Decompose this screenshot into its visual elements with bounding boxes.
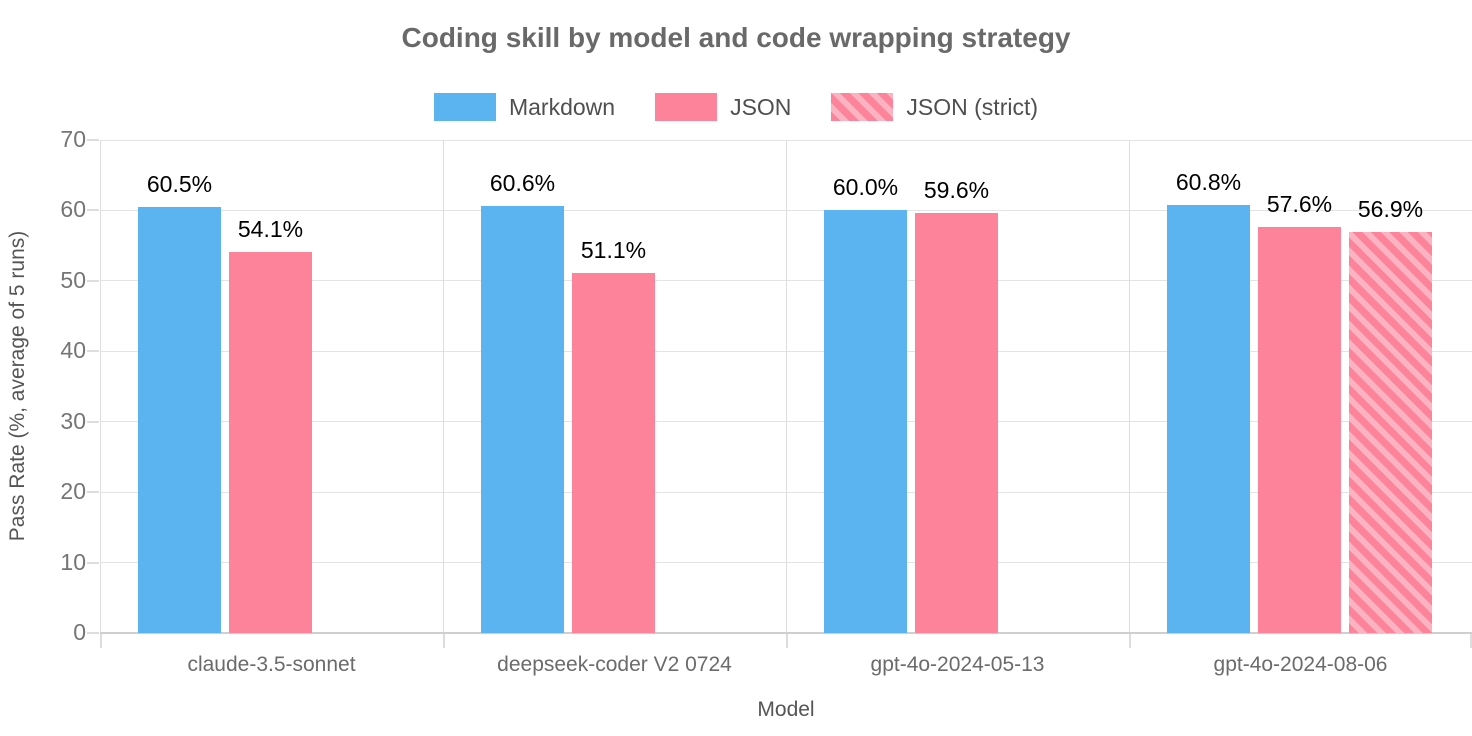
bar-json-claude-3.5-sonnet <box>229 251 312 633</box>
y-tick-mark-60 <box>87 209 99 212</box>
bar-value-json-claude-3.5-sonnet: 54.1% <box>237 215 304 242</box>
bar-markdown-claude-3.5-sonnet <box>138 206 221 633</box>
chart-title: Coding skill by model and code wrapping … <box>401 22 1071 53</box>
bar-value-json-deepseek-coder-v2-0724: 51.1% <box>580 237 647 264</box>
bar-value-markdown-gpt-4o-2024-08-06: 60.8% <box>1175 168 1242 195</box>
bar-value-markdown-gpt-4o-2024-05-13: 60.0% <box>832 174 899 201</box>
bar-markdown-gpt-4o-2024-05-13 <box>824 210 907 633</box>
y-tick-label-50: 50 <box>60 266 86 293</box>
bar-value-json-gpt-4o-2024-08-06: 57.6% <box>1266 191 1333 218</box>
y-tick-label-40: 40 <box>60 337 86 364</box>
y-tick-mark-10 <box>87 561 99 564</box>
bar-json-strict--gpt-4o-2024-08-06 <box>1349 232 1432 633</box>
y-tick-label-20: 20 <box>60 478 86 505</box>
legend-label-json: JSON <box>730 93 792 120</box>
group-separator-1 <box>442 140 444 633</box>
x-tick-mark-3 <box>1129 634 1131 648</box>
y-tick-mark-20 <box>87 491 99 494</box>
x-category-label-gpt-4o-2024-08-06: gpt-4o-2024-08-06 <box>1213 653 1388 676</box>
y-tick-mark-30 <box>87 420 99 423</box>
group-separator-2 <box>785 140 787 633</box>
bar-value-json-strict--gpt-4o-2024-08-06: 56.9% <box>1357 196 1424 223</box>
legend-swatch-json-strict <box>831 93 894 121</box>
plot-area: 60.5% 60.6% 60.0% 60.8% 54.1% 51.1% 59.6% 57.6%… <box>100 139 1472 634</box>
legend-item-json: JSON <box>655 93 791 121</box>
bar-value-markdown-deepseek-coder-v2-0724: 60.6% <box>489 170 556 197</box>
bar-markdown-deepseek-coder-v2-0724 <box>481 206 564 633</box>
y-tick-label-30: 30 <box>60 407 86 434</box>
bar-json-deepseek-coder-v2-0724 <box>572 273 655 633</box>
x-category-label-deepseek-coder-v2-0724: deepseek-coder V2 0724 <box>497 653 732 676</box>
y-axis-line <box>100 140 101 633</box>
y-tick-mark-0 <box>87 632 99 634</box>
y-tick-label-0: 0 <box>73 619 86 645</box>
legend-item-markdown: Markdown <box>433 93 616 121</box>
y-tick-mark-50 <box>87 279 99 282</box>
x-axis-line <box>100 632 1472 634</box>
y-tick-label-60: 60 <box>60 196 86 223</box>
y-tick-mark-40 <box>87 350 99 353</box>
x-tick-mark-1 <box>443 634 445 648</box>
bar-json-gpt-4o-2024-05-13 <box>915 213 998 633</box>
bar-value-markdown-claude-3.5-sonnet: 60.5% <box>146 170 213 197</box>
x-tick-mark-4 <box>1470 634 1472 648</box>
y-tick-label-70: 70 <box>60 126 86 152</box>
x-axis-title: Model <box>757 698 815 721</box>
y-tick-label-10: 10 <box>60 548 86 575</box>
legend-label-json-strict: JSON (strict) <box>906 93 1039 120</box>
x-category-label-gpt-4o-2024-05-13: gpt-4o-2024-05-13 <box>870 653 1045 676</box>
bar-json-gpt-4o-2024-08-06 <box>1258 227 1341 633</box>
legend-label-markdown: Markdown <box>508 93 616 120</box>
bar-value-json-gpt-4o-2024-05-13: 59.6% <box>923 177 990 204</box>
group-separator-3 <box>1128 140 1130 633</box>
x-tick-mark-2 <box>786 634 788 648</box>
x-tick-mark-0 <box>100 634 102 648</box>
x-category-label-claude-3.5-sonnet: claude-3.5-sonnet <box>187 653 356 676</box>
legend-item-json-strict: JSON (strict) <box>831 93 1038 121</box>
bar-markdown-gpt-4o-2024-08-06 <box>1167 204 1250 633</box>
legend-swatch-markdown <box>433 93 496 121</box>
y-tick-mark-70 <box>87 139 99 141</box>
legend-swatch-json <box>655 93 718 121</box>
legend: Markdown JSON JSON (strict) <box>0 93 1472 121</box>
